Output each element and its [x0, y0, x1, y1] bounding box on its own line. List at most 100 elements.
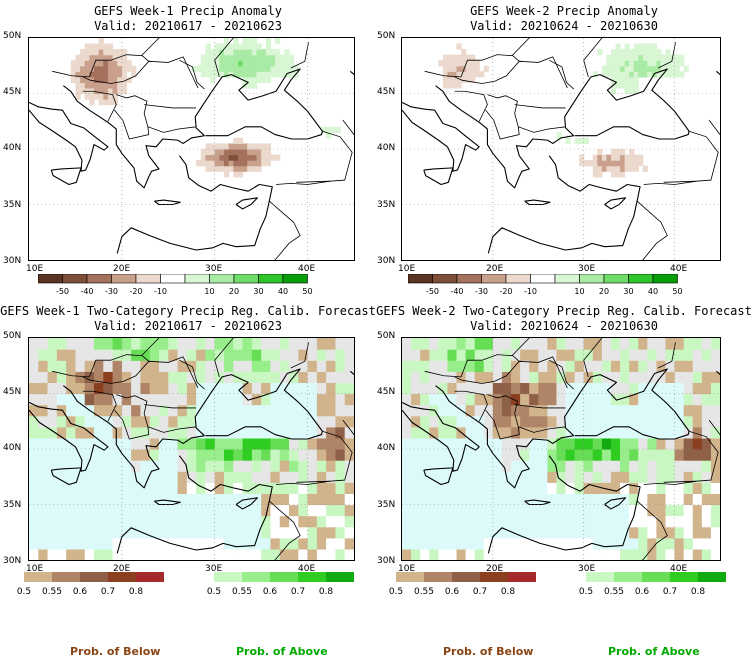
anomaly-cell [326, 126, 332, 133]
probability-cell [447, 526, 458, 539]
probability-cell [214, 404, 225, 417]
colorbar-swatch [554, 274, 580, 284]
probability-cell [674, 382, 685, 395]
country-border [663, 180, 697, 183]
probability-cell [538, 393, 548, 406]
anomaly-cell [470, 54, 476, 61]
probability-cell [583, 426, 594, 439]
probability-cell [402, 393, 412, 406]
anomaly-cell [624, 71, 630, 78]
probability-cell [326, 460, 337, 472]
country-border [144, 104, 197, 109]
probability-cell [140, 482, 151, 494]
probability-cell [270, 515, 281, 528]
probability-cell [547, 426, 558, 439]
probability-cell [112, 471, 123, 483]
anomaly-cell [442, 82, 449, 89]
anomaly-cell [103, 54, 109, 61]
probability-cell [66, 548, 77, 560]
anomaly-cell [642, 60, 648, 67]
lon-label: 10E [398, 264, 416, 274]
probability-cell [103, 360, 114, 372]
probability-cell [261, 437, 272, 450]
probability-cell [335, 360, 346, 372]
country-border [275, 130, 353, 185]
anomaly-cell [256, 60, 262, 67]
coastline [63, 85, 205, 189]
probability-cell [438, 371, 449, 383]
probability-cell [583, 537, 594, 550]
probability-cell [29, 382, 39, 395]
probability-cell [149, 349, 160, 361]
probability-cell [547, 415, 558, 428]
probability-cell [402, 404, 412, 417]
probability-cell [131, 371, 142, 383]
colorbar-swatch [62, 274, 88, 284]
anomaly-cell [660, 60, 667, 67]
probability-cell [75, 338, 86, 350]
lat-label: 40N [377, 443, 396, 453]
probability-cell [56, 349, 67, 361]
anomaly-cell [233, 143, 239, 150]
probability-cell [556, 437, 567, 450]
anomaly-cell [247, 76, 253, 83]
probability-cell [298, 515, 309, 528]
probability-cell [289, 471, 299, 483]
anomaly-cell [237, 60, 244, 67]
probability-cell [56, 537, 67, 550]
probability-cell [121, 482, 132, 494]
probability-cell [233, 415, 244, 428]
anomaly-cell [98, 60, 104, 67]
anomaly-cell [461, 76, 467, 83]
coastline [402, 101, 480, 172]
probability-cell [447, 437, 458, 450]
anomaly-cell [70, 71, 77, 78]
probability-cell [565, 404, 576, 417]
probability-cell [84, 526, 95, 539]
probability-cell [56, 526, 67, 539]
probability-cell [520, 493, 530, 506]
anomaly-cell [624, 54, 630, 61]
probability-cell [574, 426, 585, 439]
anomaly-cell [228, 165, 234, 172]
probability-cell [56, 382, 67, 395]
probability-cell [335, 415, 346, 428]
probability-cell [492, 537, 503, 550]
anomaly-cell [438, 60, 444, 67]
probability-cell [326, 426, 337, 439]
probability-cell [556, 493, 567, 506]
probability-cell [665, 371, 676, 383]
probability-cell [565, 338, 576, 350]
probability-cell [474, 437, 485, 450]
anomaly-cell [601, 160, 608, 167]
probability-cell [692, 493, 703, 506]
probability-cell [511, 415, 521, 428]
anomaly-cell [665, 54, 671, 61]
probability-cell [547, 515, 558, 528]
country-border [290, 342, 309, 369]
probability-cell [159, 349, 169, 361]
colorbar-tick-label: 10 [574, 287, 584, 296]
coastline [487, 455, 641, 554]
probability-cell [112, 415, 123, 428]
anomaly-cell [474, 65, 480, 72]
probability-cell [465, 449, 476, 461]
probability-cell [335, 449, 346, 461]
anomaly-cell [117, 82, 123, 89]
anomaly-cell [233, 165, 239, 172]
probability-cell [75, 548, 86, 560]
probability-cell [610, 382, 621, 395]
probability-cell [251, 415, 262, 428]
probability-cell [186, 360, 197, 372]
probability-cell [592, 382, 603, 395]
coastline [154, 199, 181, 206]
probability-cell [629, 548, 639, 560]
probability-cell [307, 437, 318, 450]
probability-cell [629, 404, 639, 417]
probability-cell [186, 338, 197, 350]
probability-cell [592, 360, 603, 372]
probability-cell [270, 360, 281, 372]
probability-cell [402, 426, 412, 439]
anomaly-cell [75, 93, 81, 100]
probability-cell [205, 415, 216, 428]
